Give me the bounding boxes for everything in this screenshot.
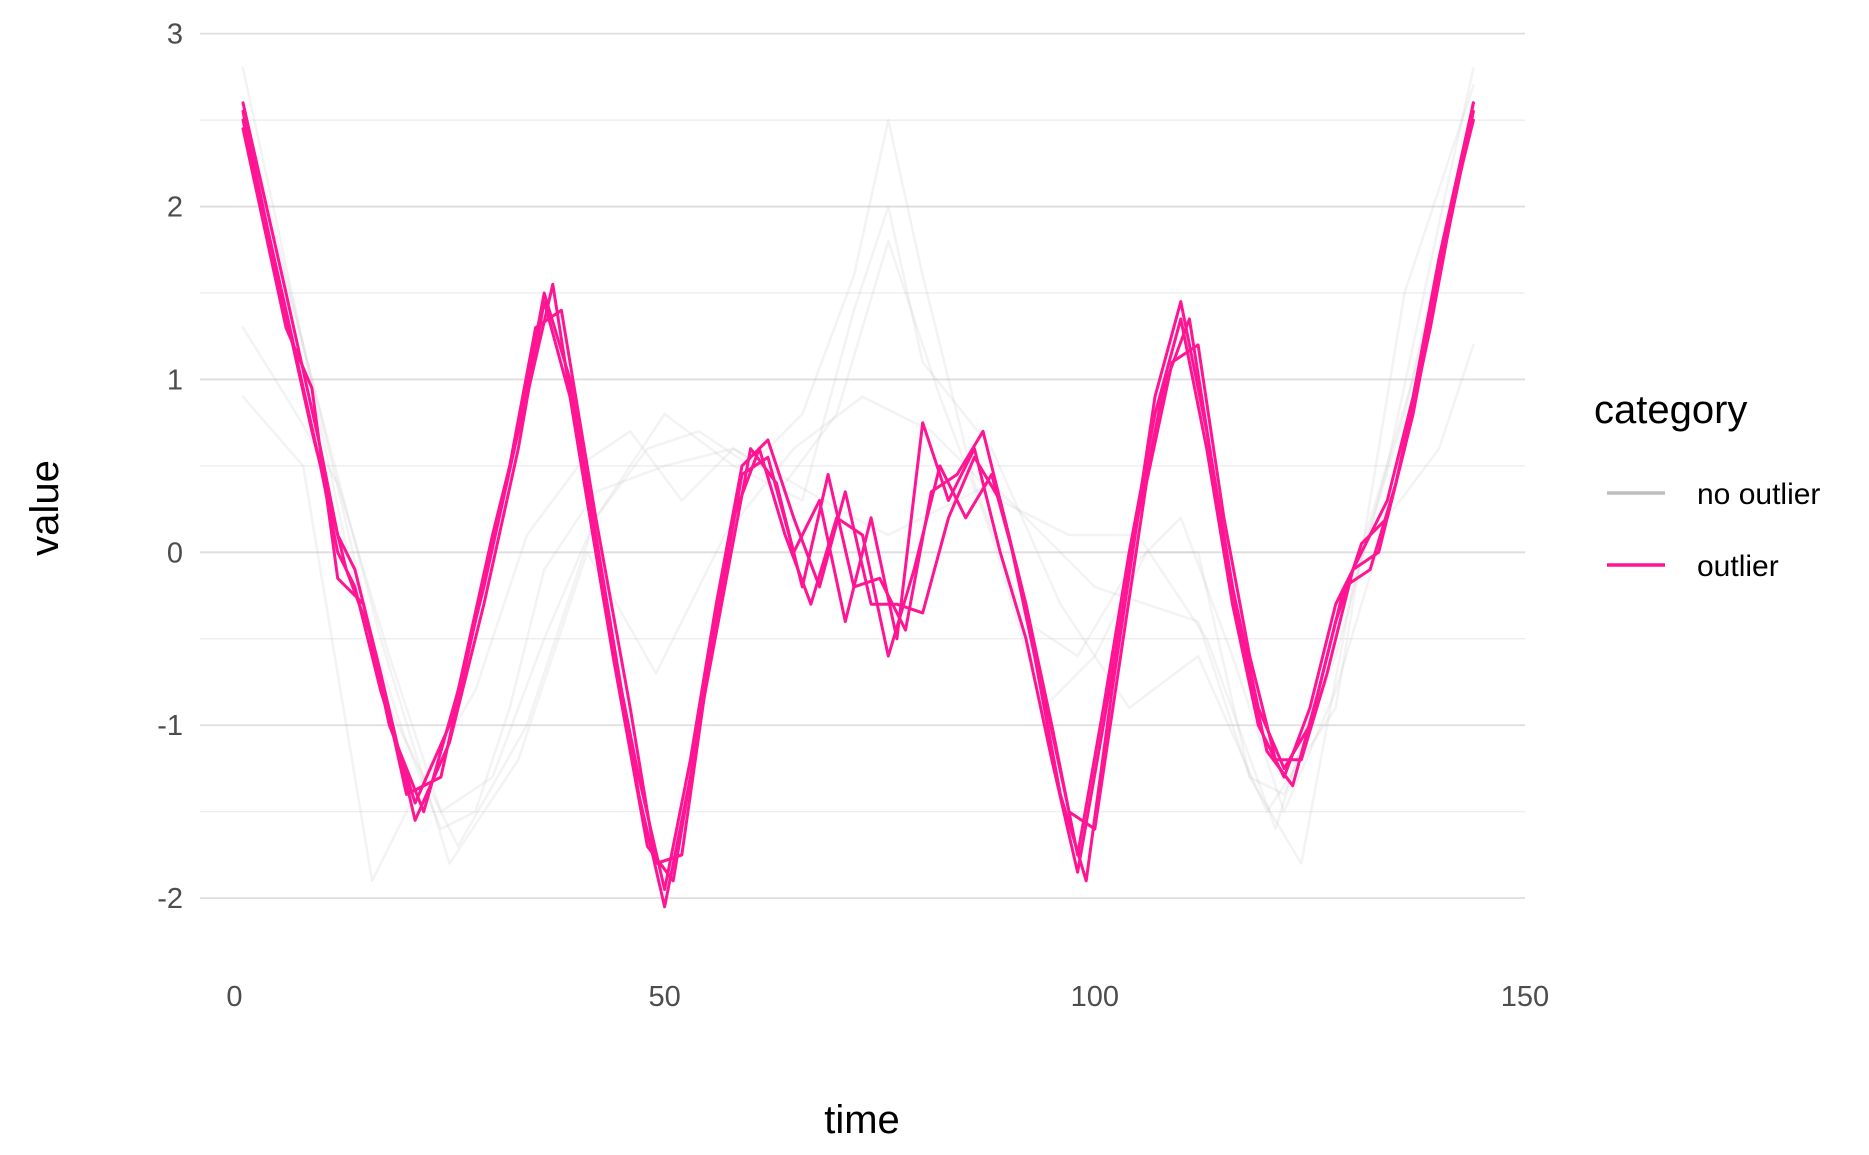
y-tick-label: 0 — [167, 537, 183, 569]
legend: category no outlier outlier — [1594, 388, 1820, 583]
legend-title: category — [1594, 388, 1747, 432]
x-tick-label: 100 — [1071, 981, 1119, 1013]
series-line-outlier — [241, 101, 1475, 891]
series-line-outlier — [241, 101, 1475, 866]
series-line-no-outlier — [241, 118, 1475, 865]
tick-labels: -2 -1 0 1 2 3 0 50 100 150 — [157, 19, 1549, 1013]
series-line-no-outlier — [241, 101, 1475, 883]
series-line-no-outlier — [241, 66, 1475, 831]
x-tick-label: 50 — [648, 981, 680, 1013]
legend-entries: no outlier outlier — [1607, 478, 1820, 583]
x-tick-label: 0 — [226, 981, 242, 1013]
series-line-no-outlier — [241, 118, 1475, 813]
x-axis-title: time — [824, 1098, 900, 1142]
y-tick-label: 3 — [167, 19, 183, 51]
y-tick-label: 2 — [167, 192, 183, 224]
series-line-outlier — [241, 118, 1475, 883]
legend-label: no outlier — [1697, 478, 1820, 511]
y-tick-label: 1 — [167, 364, 183, 396]
y-axis-title: value — [23, 460, 67, 556]
legend-label: outlier — [1697, 550, 1779, 583]
series-line-no-outlier — [241, 84, 1475, 848]
grid-lines — [200, 32, 1525, 900]
y-tick-label: -2 — [157, 883, 183, 915]
series-lines — [241, 66, 1475, 909]
y-tick-label: -1 — [157, 710, 183, 742]
x-tick-label: 150 — [1501, 981, 1549, 1013]
